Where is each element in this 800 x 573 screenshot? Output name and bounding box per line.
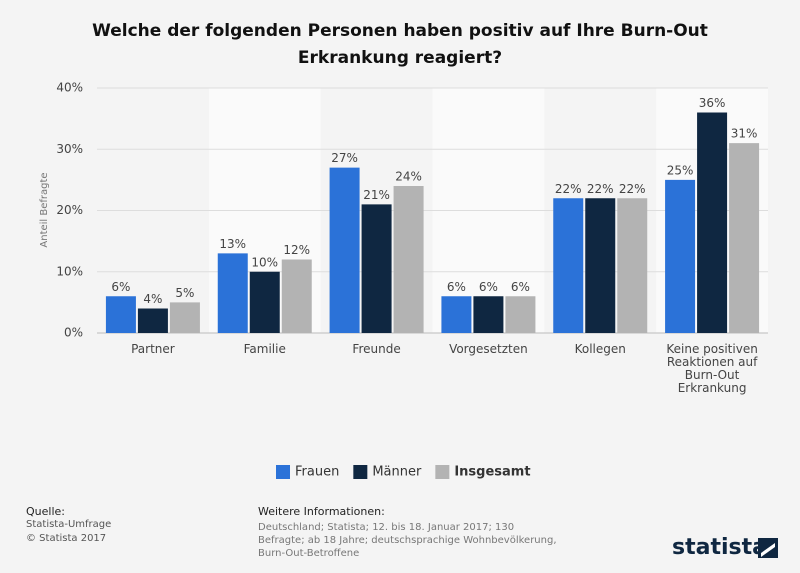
logo-text: statista [672,535,767,560]
bar [329,167,360,333]
value-label: 6% [447,280,466,294]
y-axis-label: Anteil Befragte [39,172,50,247]
x-tick-label: Keine positiven Reaktionen auf Burn-Out … [666,342,758,395]
bar [217,253,248,333]
x-tick-label: Freunde [352,342,401,356]
legend-label: Frauen [295,465,339,480]
legend-swatch [276,465,290,479]
y-tick-label: 10% [56,264,83,278]
source: Statista-Umfrage [26,519,112,530]
y-tick-label: 20% [56,203,83,217]
bar [361,204,392,333]
value-label: 12% [283,243,310,257]
bar [505,296,536,333]
x-tick-label: Familie [243,342,286,356]
value-label: 6% [511,280,530,294]
value-label: 21% [363,188,390,202]
value-label: 13% [219,237,246,251]
value-label: 10% [251,255,278,269]
value-label: 36% [699,96,726,110]
bar [441,296,472,333]
value-label: 4% [143,292,162,306]
chart-title: Welche der folgenden Personen haben posi… [92,21,708,68]
bar [697,112,728,333]
bar [105,296,136,333]
bar [585,198,616,333]
y-tick-label: 0% [64,326,83,340]
value-label: 31% [731,127,758,141]
info-title: Weitere Informationen: [258,505,385,518]
bar [617,198,648,333]
y-tick-label: 30% [56,142,83,156]
x-tick-label: Partner [131,342,175,356]
value-label: 25% [667,163,694,177]
source-title: Quelle: [26,505,65,518]
bar [729,143,760,333]
value-label: 5% [175,286,194,300]
value-label: 6% [111,280,130,294]
value-label: 22% [555,182,582,196]
value-label: 22% [619,182,646,196]
bar [393,186,424,333]
bar [137,308,168,333]
legend-swatch [353,465,368,479]
bar [169,302,200,333]
bar [249,271,280,333]
legend-label: Insgesamt [454,465,530,480]
bar [665,179,696,333]
bar [473,296,504,333]
value-label: 24% [395,170,422,184]
info: Deutschland; Statista; 12. bis 18. Janua… [258,522,557,559]
legend-label: Männer [372,465,422,480]
bar [281,259,312,333]
x-tick-label: Kollegen [574,342,626,356]
legend-swatch [435,465,450,479]
value-label: 22% [587,182,614,196]
value-label: 27% [331,151,358,165]
bar [553,198,584,333]
logo-icon [758,538,778,558]
x-tick-label: Vorgesetzten [449,342,528,356]
y-tick-label: 40% [56,81,83,95]
value-label: 6% [479,280,498,294]
copyright: © Statista 2017 [26,533,107,544]
